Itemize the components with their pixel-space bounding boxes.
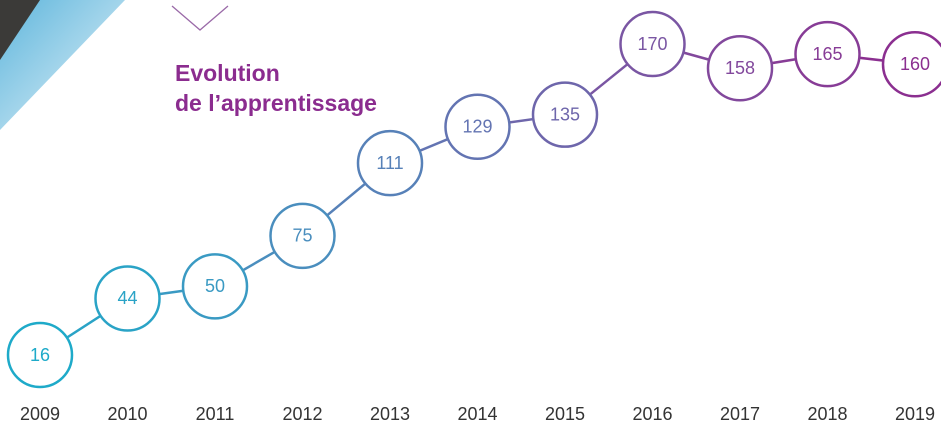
x-tick-label: 2018: [807, 404, 847, 424]
value-label: 158: [725, 58, 755, 78]
x-tick-label: 2009: [20, 404, 60, 424]
value-label: 111: [376, 153, 403, 173]
points: 16 2009 44 2010 50 2011 75 2012 111 2013 129 2014 13…: [8, 12, 941, 424]
x-tick-label: 2019: [895, 404, 935, 424]
value-label: 135: [550, 104, 580, 124]
title: Evolution de l’apprentissage: [175, 60, 377, 116]
x-tick-label: 2011: [196, 404, 235, 424]
x-tick-label: 2016: [632, 404, 672, 424]
value-label: 44: [117, 288, 137, 308]
value-label: 75: [292, 226, 312, 246]
connectors: [40, 44, 915, 355]
value-label: 170: [637, 34, 667, 54]
x-tick-label: 2014: [457, 404, 497, 424]
chart: Evolution de l’apprentissage 16 2009 44 2010…: [0, 0, 941, 434]
value-label: 16: [30, 345, 50, 365]
x-tick-label: 2015: [545, 404, 585, 424]
value-label: 165: [812, 44, 842, 64]
x-tick-label: 2012: [282, 404, 322, 424]
value-label: 160: [900, 54, 930, 74]
chevron: [172, 6, 228, 30]
chart-title: Evolution: [175, 60, 280, 86]
x-tick-label: 2010: [107, 404, 147, 424]
x-tick-label: 2017: [720, 404, 760, 424]
value-label: 129: [462, 117, 492, 137]
x-tick-label: 2013: [370, 404, 410, 424]
chart-title: de l’apprentissage: [175, 90, 377, 116]
value-label: 50: [205, 276, 225, 296]
